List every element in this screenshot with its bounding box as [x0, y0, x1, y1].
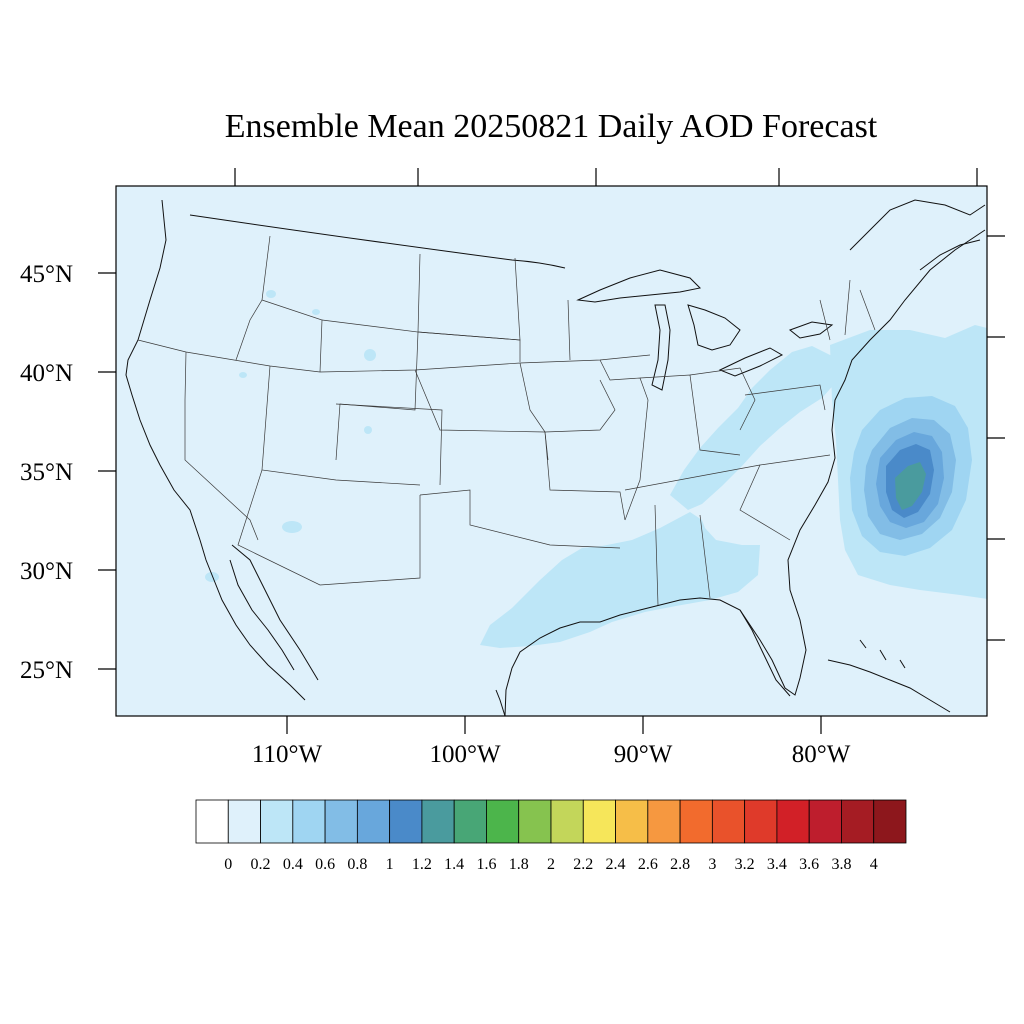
map-frame [115, 185, 988, 717]
colorbar-tick-label: 3.8 [831, 856, 851, 873]
colorbar-swatch [841, 799, 875, 844]
colorbar-swatch [453, 799, 487, 844]
aod-speck-mexico [205, 572, 219, 582]
lat-label-30: 30°N [20, 558, 73, 585]
colorbar-swatch [486, 799, 520, 844]
map-title: Ensemble Mean 20250821 Daily AOD Forecas… [224, 108, 878, 145]
aod-speck-idaho [266, 290, 276, 298]
lon-label-90w: 90°W [614, 741, 673, 768]
state-boundaries [125, 199, 986, 716]
lat-label-25: 25°N [20, 657, 73, 684]
colorbar-tick-label: 3.6 [799, 856, 819, 873]
colorbar-swatch [711, 799, 746, 844]
colorbar-swatch [808, 799, 842, 844]
colorbar-tick-label: 1.6 [476, 856, 496, 873]
top-ticks [234, 168, 978, 186]
colorbar-tick-label: 1.4 [444, 856, 464, 873]
colorbar-swatch [389, 799, 423, 844]
right-ticks [987, 235, 1005, 641]
colorbar-swatch [260, 799, 294, 844]
colorbar-swatch [421, 799, 455, 844]
colorbar [195, 799, 907, 844]
colorbar-swatch [292, 799, 326, 844]
lat-labels: 45°N 40°N 35°N 30°N 25°N [20, 261, 73, 684]
colorbar-swatch [324, 799, 358, 844]
lat-label-35: 35°N [20, 459, 73, 486]
colorbar-tick-label: 2 [547, 856, 555, 873]
colorbar-swatch [195, 799, 229, 844]
colorbar-tick-label: 3 [708, 856, 716, 873]
aod-speck-arizona [282, 521, 302, 533]
lat-label-45: 45°N [20, 261, 73, 288]
colorbar-tick-label: 1.8 [509, 856, 529, 873]
aod-gulf-band [480, 512, 760, 648]
left-ticks [98, 272, 116, 670]
colorbar-swatch [744, 799, 778, 844]
aod-speck-wyoming [364, 349, 376, 361]
colorbar-swatch [518, 799, 552, 844]
colorbar-tick-label: 2.4 [606, 856, 626, 873]
colorbar-swatch [615, 799, 649, 844]
lon-labels: 110°W 100°W 90°W 80°W [252, 741, 851, 768]
colorbar-tick-label: 0.4 [283, 856, 303, 873]
colorbar-tick-label: 0.8 [347, 856, 367, 873]
colorbar-tick-label: 1 [386, 856, 394, 873]
colorbar-tick-label: 2.6 [638, 856, 658, 873]
colorbar-swatch [679, 799, 713, 844]
colorbar-swatch [776, 799, 810, 844]
lat-label-40: 40°N [20, 360, 73, 387]
aod-speck-colorado [364, 426, 372, 434]
colorbar-tick-label: 3.2 [735, 856, 755, 873]
colorbar-labels: 0 0.2 0.4 0.6 0.8 1 1.2 1.4 1.6 1.8 2 2.2 2.4 2.6 2.8 3… [224, 856, 877, 873]
aod-speck-utah [239, 372, 247, 378]
colorbar-tick-label: 0 [224, 856, 232, 873]
lon-label-110w: 110°W [252, 741, 323, 768]
colorbar-swatch [873, 799, 907, 844]
colorbar-swatch [582, 799, 616, 844]
lon-label-100w: 100°W [429, 741, 500, 768]
colorbar-tick-label: 0.2 [251, 856, 271, 873]
aod-appalachian-band [670, 346, 838, 510]
aod-contours [205, 290, 987, 648]
colorbar-swatch [647, 799, 681, 844]
aod-plume-core [895, 462, 926, 510]
colorbar-tick-label: 0.6 [315, 856, 335, 873]
colorbar-tick-label: 2.2 [573, 856, 593, 873]
colorbar-swatch [550, 799, 584, 844]
colorbar-tick-label: 3.4 [767, 856, 787, 873]
colorbar-tick-label: 1.2 [412, 856, 432, 873]
aod-speck-idaho-2 [312, 309, 320, 315]
bottom-ticks [286, 716, 822, 734]
colorbar-tick-label: 2.8 [670, 856, 690, 873]
lon-label-80w: 80°W [792, 741, 851, 768]
colorbar-swatch [227, 799, 261, 844]
colorbar-tick-label: 4 [870, 856, 878, 873]
colorbar-swatch [356, 799, 391, 844]
